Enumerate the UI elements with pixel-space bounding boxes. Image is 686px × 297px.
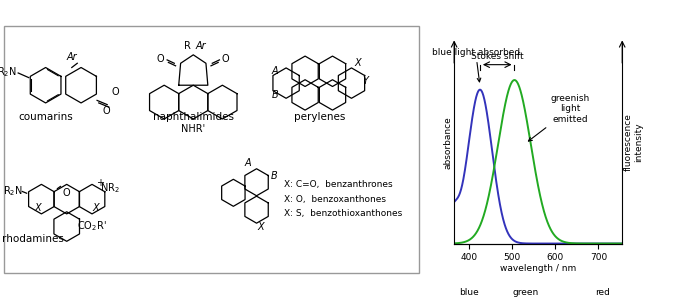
Text: red: red xyxy=(595,288,611,297)
Text: perylenes: perylenes xyxy=(294,112,346,122)
Text: X: S,  benzothioxanthones: X: S, benzothioxanthones xyxy=(284,209,402,218)
Text: Y: Y xyxy=(362,76,368,86)
Text: O: O xyxy=(157,54,165,64)
Text: Stokes shift: Stokes shift xyxy=(471,52,523,61)
Text: Ar: Ar xyxy=(196,41,206,50)
Text: naphthalimides: naphthalimides xyxy=(153,112,234,122)
Text: X: X xyxy=(355,58,361,68)
Text: A: A xyxy=(272,66,279,76)
Text: X: X xyxy=(35,203,41,213)
Text: O: O xyxy=(103,105,110,116)
Text: blue light absorbed: blue light absorbed xyxy=(431,48,520,82)
Text: +: + xyxy=(96,178,104,188)
Text: O: O xyxy=(111,86,119,97)
X-axis label: wavelength / nm: wavelength / nm xyxy=(500,264,576,273)
Text: O: O xyxy=(63,188,71,198)
Text: green: green xyxy=(512,288,539,297)
Text: Ar: Ar xyxy=(67,52,77,62)
Text: R$_2$N: R$_2$N xyxy=(3,184,23,198)
Text: greenish
light
emitted: greenish light emitted xyxy=(528,94,590,141)
Text: X: C=O,  benzanthrones: X: C=O, benzanthrones xyxy=(284,180,392,189)
Text: blue: blue xyxy=(460,288,479,297)
Text: O: O xyxy=(222,54,230,64)
Text: B: B xyxy=(272,90,279,100)
Text: B: B xyxy=(271,171,278,181)
Text: $\mathregular{NR_2}$: $\mathregular{NR_2}$ xyxy=(99,182,119,195)
Text: rhodamines: rhodamines xyxy=(2,234,64,244)
Text: CO$_2$R': CO$_2$R' xyxy=(78,220,107,233)
Y-axis label: fluorescence
intensity: fluorescence intensity xyxy=(624,114,643,171)
Text: R$_2$N: R$_2$N xyxy=(0,66,17,80)
Text: A: A xyxy=(245,158,252,168)
Text: coumarins: coumarins xyxy=(19,112,73,122)
Text: X: X xyxy=(92,203,99,213)
Y-axis label: absorbance: absorbance xyxy=(444,116,453,169)
Text: NHR': NHR' xyxy=(181,124,205,134)
Text: X: X xyxy=(257,222,264,232)
Text: R: R xyxy=(185,42,191,51)
Text: X: O,  benzoxanthones: X: O, benzoxanthones xyxy=(284,195,386,204)
